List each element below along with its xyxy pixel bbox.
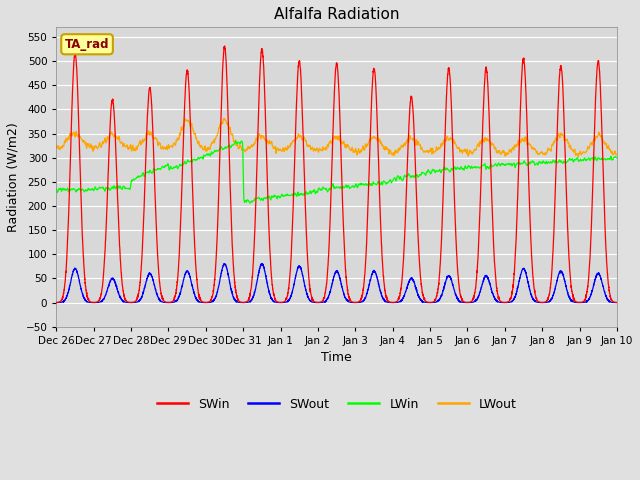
Title: Alfalfa Radiation: Alfalfa Radiation — [274, 7, 399, 22]
Y-axis label: Radiation (W/m2): Radiation (W/m2) — [7, 122, 20, 232]
X-axis label: Time: Time — [321, 351, 352, 364]
Legend: SWin, SWout, LWin, LWout: SWin, SWout, LWin, LWout — [152, 393, 522, 416]
Text: TA_rad: TA_rad — [65, 38, 109, 51]
